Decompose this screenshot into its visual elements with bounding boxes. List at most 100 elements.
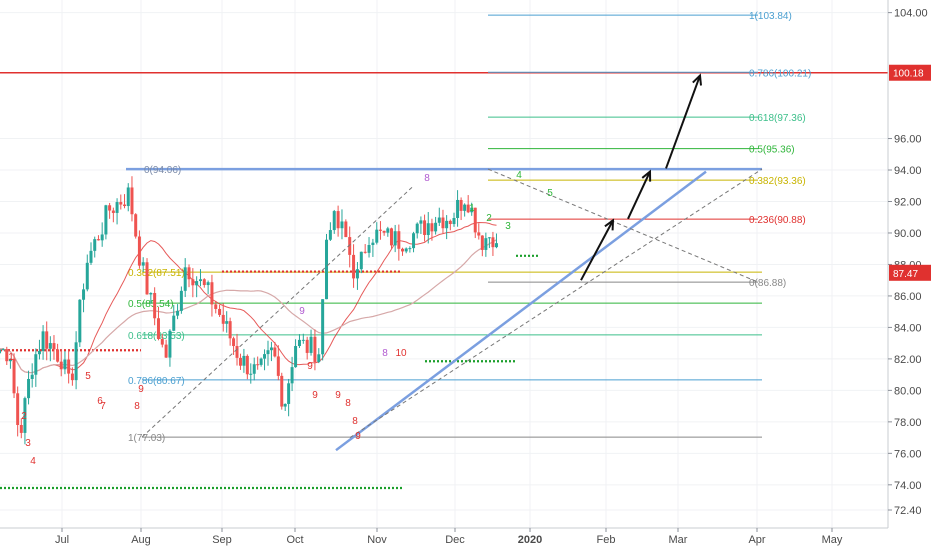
candle-body <box>34 354 38 375</box>
candle-body <box>371 242 375 246</box>
candle-body <box>145 262 149 295</box>
price-tick-label: 86.00 <box>894 291 922 303</box>
candle-body <box>313 336 317 362</box>
candle-body <box>235 346 239 358</box>
candle-body <box>168 330 172 358</box>
sequence-count-label: 8 <box>345 398 351 409</box>
sequence-count-label: 8 <box>424 173 430 184</box>
candle-body <box>67 359 71 374</box>
candle-body <box>63 359 67 370</box>
candle-body <box>426 223 430 235</box>
candle-body <box>283 403 287 407</box>
candle-body <box>340 221 344 229</box>
fib-connector-1 <box>349 168 763 439</box>
candle-body <box>221 314 225 324</box>
candle-body <box>187 267 191 280</box>
candle-body <box>52 343 56 350</box>
candle-body <box>59 361 63 370</box>
candle-body <box>367 245 371 253</box>
time-tick-label: Mar <box>669 534 688 546</box>
fib-retracement-label: 0.786(80.67) <box>128 376 185 387</box>
sequence-count-label: 6 <box>97 396 103 407</box>
sequence-count-label: 9 <box>335 390 341 401</box>
price-tick-label: 92.00 <box>894 196 922 208</box>
candle-body <box>85 262 89 290</box>
candle-body <box>321 299 325 355</box>
fib-extension-label: 0.618(97.36) <box>749 113 806 124</box>
candle-body <box>386 228 390 233</box>
sequence-count-label: 10 <box>395 348 407 359</box>
candle-body <box>228 321 232 339</box>
candle-body <box>56 349 60 362</box>
candle-body <box>276 356 280 376</box>
candle-body <box>119 202 123 205</box>
candle-body <box>202 279 206 286</box>
candle-body <box>484 238 488 250</box>
fib-retracement-label: 1(77.03) <box>128 433 165 444</box>
candle-body <box>491 237 495 248</box>
price-axis[interactable]: 104.0096.0094.0092.0090.0088.0086.0084.0… <box>887 0 932 550</box>
candle-body <box>134 214 138 237</box>
candle-body <box>12 358 16 394</box>
candle-body <box>441 217 445 229</box>
sequence-count-label: 8 <box>134 401 140 412</box>
candle-body <box>45 331 49 349</box>
candle-body <box>393 231 397 246</box>
candle-body <box>249 373 253 375</box>
price-tick-label: 104.00 <box>894 8 928 20</box>
candle-body <box>294 346 298 368</box>
candle-body <box>93 239 97 251</box>
fib-extension-label: 0(86.88) <box>749 278 786 289</box>
time-axis[interactable]: Jul Aug Sep Oct Nov Dec 2020 Feb Mar Apr May <box>0 527 888 546</box>
price-tag-text: 87.47 <box>893 269 918 280</box>
price-tick-label: 84.00 <box>894 322 922 334</box>
time-tick-label: Oct <box>286 534 303 546</box>
candle-body <box>470 207 474 213</box>
time-tick-label: Dec <box>445 534 465 546</box>
sequence-count-label: 2 <box>486 213 492 224</box>
fib-connector-3 <box>141 186 413 438</box>
candle-body <box>191 279 195 286</box>
candle-body <box>378 229 382 231</box>
candle-body <box>126 187 130 207</box>
price-tag-bg <box>889 64 931 81</box>
candle-body <box>104 205 108 235</box>
candle-body <box>149 293 153 295</box>
candle-body <box>332 211 336 231</box>
candle-body <box>218 308 222 315</box>
sequence-count-label: 9 <box>138 384 144 395</box>
time-tick-label: Feb <box>597 534 616 546</box>
candle-body <box>5 349 9 362</box>
candle-body <box>263 354 267 359</box>
fib-extension-label: 0.382(93.36) <box>749 176 806 187</box>
candle-body <box>448 220 452 225</box>
projection-arrow-line <box>665 75 701 169</box>
sequence-count-label: 9 <box>307 361 313 372</box>
candle-body <box>401 248 405 252</box>
candle-body <box>23 398 27 433</box>
sequence-count-label: 4 <box>516 170 522 181</box>
candle-body <box>16 393 20 426</box>
candle-body <box>111 210 115 213</box>
candle-body <box>328 230 332 240</box>
candle-body <box>348 237 352 255</box>
candle-body <box>195 281 199 286</box>
fib-retracement-label: 0.618(83.53) <box>128 331 185 342</box>
candle-body <box>423 220 427 235</box>
time-tick-label: Sep <box>212 534 232 546</box>
moving-average-long <box>0 239 497 374</box>
candle-body <box>273 347 277 357</box>
fib-retracement-label: 0.382(87.51) <box>128 268 185 279</box>
price-tick-label: 74.00 <box>894 480 922 492</box>
candle-body <box>445 220 449 229</box>
price-tick-label: 72.40 <box>894 505 922 517</box>
candle-body <box>19 425 23 433</box>
candle-body <box>245 355 249 375</box>
candle-body <box>317 354 321 362</box>
candle-body <box>1 349 5 351</box>
candle-body <box>494 243 498 248</box>
candle-body <box>280 375 284 407</box>
projection-arrow-line <box>627 171 651 220</box>
candle-body <box>487 237 491 239</box>
